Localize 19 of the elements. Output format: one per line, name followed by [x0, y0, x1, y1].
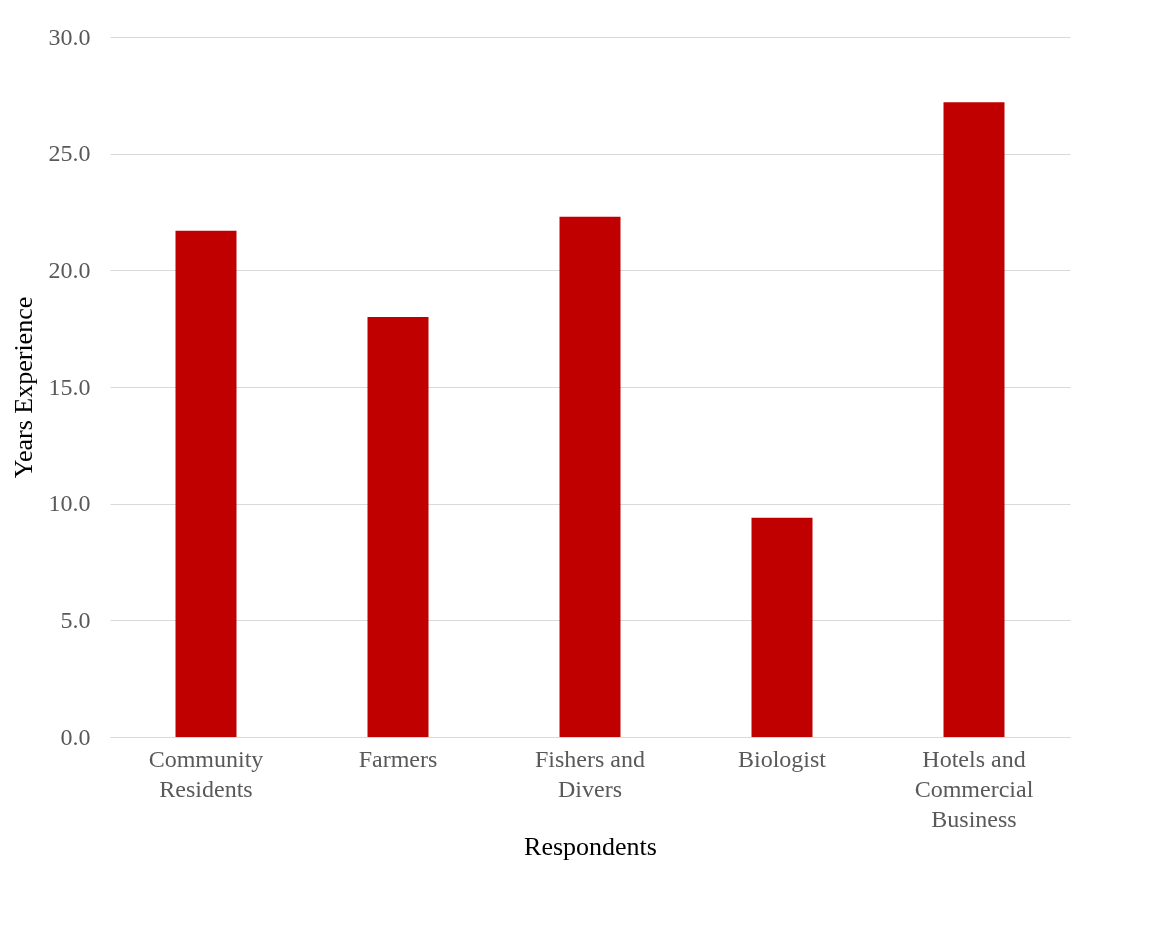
- y-tick-label: 15.0: [48, 373, 91, 400]
- bar: [559, 216, 621, 737]
- x-tick-label: Biologist: [737, 745, 827, 772]
- y-tick-label: 20.0: [48, 256, 91, 283]
- x-tick-label: Farmers: [358, 745, 438, 772]
- bar: [175, 230, 237, 737]
- bar: [367, 317, 429, 737]
- y-tick-label: 25.0: [48, 140, 91, 167]
- x-tick-label: Fishers and Divers: [535, 745, 645, 802]
- y-tick-label: 0.0: [60, 723, 91, 750]
- y-tick-label: 5.0: [60, 606, 91, 633]
- bar: [751, 517, 813, 737]
- bar: [943, 102, 1005, 737]
- y-tick-label: 30.0: [48, 23, 91, 50]
- x-tick-label: Community Residents: [148, 745, 264, 802]
- y-axis-title: Years Experience: [8, 296, 38, 479]
- x-tick-label: Hotels and Commercial Business: [914, 745, 1034, 832]
- x-axis-title: Respondents: [524, 831, 657, 861]
- y-tick-label: 10.0: [48, 490, 91, 517]
